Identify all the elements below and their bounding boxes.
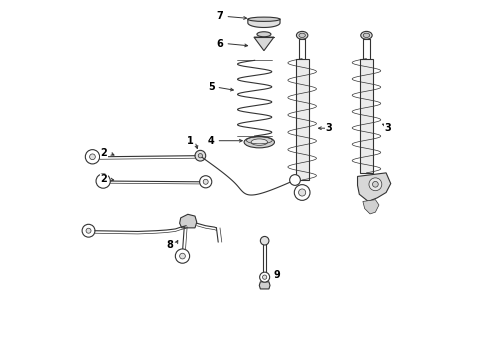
Circle shape xyxy=(90,154,96,159)
Circle shape xyxy=(290,175,300,185)
Ellipse shape xyxy=(296,31,308,39)
Text: 2: 2 xyxy=(101,148,107,158)
Circle shape xyxy=(100,178,106,184)
Text: 2: 2 xyxy=(101,174,107,184)
Circle shape xyxy=(263,275,267,279)
Text: 7: 7 xyxy=(217,12,223,21)
Circle shape xyxy=(203,179,208,184)
Polygon shape xyxy=(259,282,270,289)
Circle shape xyxy=(260,237,269,245)
Polygon shape xyxy=(296,59,309,180)
Circle shape xyxy=(180,253,185,259)
Ellipse shape xyxy=(361,31,372,39)
Circle shape xyxy=(82,224,95,237)
Ellipse shape xyxy=(299,33,305,37)
Polygon shape xyxy=(248,19,280,27)
Circle shape xyxy=(298,189,306,196)
Circle shape xyxy=(96,174,110,188)
Ellipse shape xyxy=(248,17,280,21)
Text: 3: 3 xyxy=(326,123,333,133)
Circle shape xyxy=(85,150,99,164)
Polygon shape xyxy=(358,173,391,202)
Text: 5: 5 xyxy=(208,82,215,92)
Circle shape xyxy=(260,272,270,282)
Text: 9: 9 xyxy=(274,270,281,280)
Polygon shape xyxy=(363,200,379,214)
Circle shape xyxy=(369,178,382,191)
Circle shape xyxy=(372,181,378,187)
Circle shape xyxy=(86,228,91,233)
Text: 4: 4 xyxy=(208,136,215,146)
Polygon shape xyxy=(360,59,373,173)
Circle shape xyxy=(294,185,310,201)
Ellipse shape xyxy=(363,33,369,37)
Ellipse shape xyxy=(244,136,274,148)
Ellipse shape xyxy=(251,139,268,145)
Circle shape xyxy=(195,150,206,161)
Text: 3: 3 xyxy=(385,123,392,133)
Polygon shape xyxy=(254,37,274,51)
Circle shape xyxy=(175,249,190,263)
Circle shape xyxy=(199,176,212,188)
Polygon shape xyxy=(180,214,197,228)
Text: 6: 6 xyxy=(217,39,223,49)
Circle shape xyxy=(198,154,202,158)
Ellipse shape xyxy=(257,32,271,37)
Text: 1: 1 xyxy=(187,136,193,147)
Text: 8: 8 xyxy=(167,240,173,250)
